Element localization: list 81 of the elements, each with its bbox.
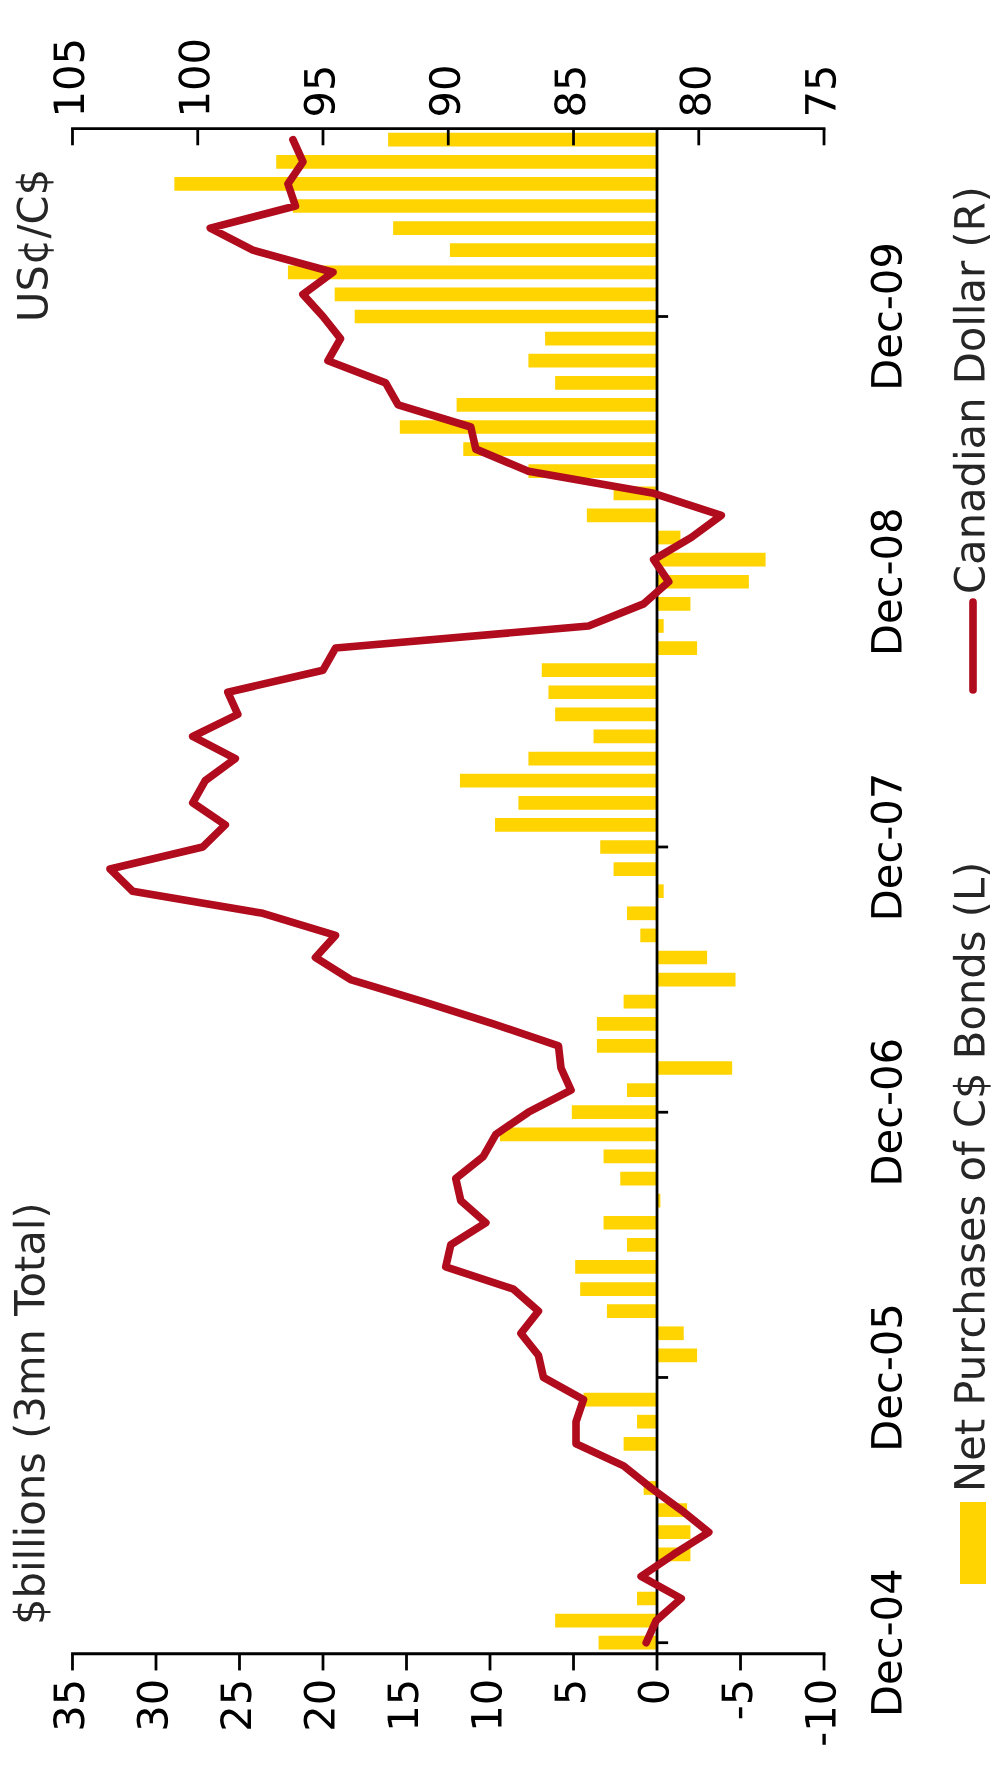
bar [657, 1061, 733, 1075]
bar [596, 1016, 658, 1031]
x-tick-label: 35 [53, 1682, 85, 1729]
text: Net Purchases of C$ Bonds (L) [952, 865, 991, 1488]
bar [495, 818, 658, 832]
y-tick-label: Dec-04 [870, 1570, 903, 1713]
x2-tick-label: 85 [554, 68, 586, 115]
bar [657, 1326, 684, 1341]
bar [459, 773, 658, 788]
x2-tick-label: 95 [303, 68, 336, 115]
bar [623, 994, 658, 1009]
y-tick-label: Dec-05 [870, 1306, 903, 1448]
x-tick-label: 25 [220, 1682, 252, 1729]
bar [456, 398, 658, 412]
bar [555, 1613, 658, 1628]
bar [636, 1591, 658, 1606]
bar [657, 1348, 698, 1363]
bar [657, 641, 698, 655]
bar [555, 375, 658, 390]
bar [571, 1105, 658, 1120]
x-tick-label: 10 [470, 1681, 503, 1728]
x-tick-label: 0 [637, 1681, 670, 1703]
x2-tick-label: 80 [679, 67, 711, 115]
x2-tick-label: 75 [805, 68, 837, 115]
bar [528, 353, 658, 368]
bar [334, 287, 658, 302]
bar [626, 906, 658, 921]
x-tick-label: -5 [721, 1682, 753, 1719]
bar [528, 751, 658, 766]
bar [354, 309, 658, 324]
bar [449, 243, 658, 258]
bar [174, 177, 658, 191]
x-tick-label: 20 [303, 1681, 336, 1729]
bar [657, 972, 736, 987]
text: Canadian Dollar (R) [952, 189, 990, 592]
bar [657, 950, 708, 965]
y-tick-label: Dec-07 [870, 776, 903, 918]
bar [399, 420, 658, 434]
x-tick-label: 15 [387, 1682, 419, 1728]
bar [555, 707, 658, 722]
bar [593, 729, 658, 744]
bar [580, 1282, 658, 1296]
bar [586, 508, 658, 523]
bar [623, 1436, 658, 1451]
bar [596, 1039, 658, 1053]
bar [613, 862, 658, 876]
bar [603, 1215, 658, 1230]
bar [626, 1083, 658, 1097]
bar [636, 1414, 658, 1429]
text: US¢/C$ [15, 172, 54, 319]
bar [657, 596, 691, 611]
bar [518, 795, 658, 810]
bar [600, 840, 658, 854]
x2-tick-label: 105 [53, 41, 85, 113]
bar [606, 1304, 658, 1319]
bar [583, 1392, 658, 1407]
bar [640, 928, 658, 943]
bar [388, 132, 658, 147]
x2-tick-label: 90 [428, 67, 461, 115]
bar [393, 221, 658, 235]
bar [603, 1149, 658, 1164]
bar [575, 1260, 658, 1274]
bar [541, 663, 658, 678]
bar [626, 1237, 658, 1252]
bar [657, 1525, 691, 1540]
bar [463, 442, 658, 456]
bar [287, 265, 658, 280]
y-tick-label: Dec-06 [870, 1040, 903, 1183]
text: $billions (3mn Total) [12, 1205, 51, 1622]
bar [500, 1127, 658, 1142]
y-tick-label: Dec-09 [870, 245, 903, 387]
bar [620, 1171, 658, 1186]
x-tick-label: -10 [804, 1681, 837, 1745]
bar [276, 154, 658, 169]
y-tick-label: Dec-08 [870, 510, 903, 652]
x-tick-label: 5 [554, 1682, 586, 1703]
x-tick-label: 30 [136, 1681, 169, 1729]
bar [548, 685, 658, 700]
bar [292, 199, 658, 213]
bar [545, 331, 658, 346]
x2-tick-label: 100 [178, 40, 210, 113]
